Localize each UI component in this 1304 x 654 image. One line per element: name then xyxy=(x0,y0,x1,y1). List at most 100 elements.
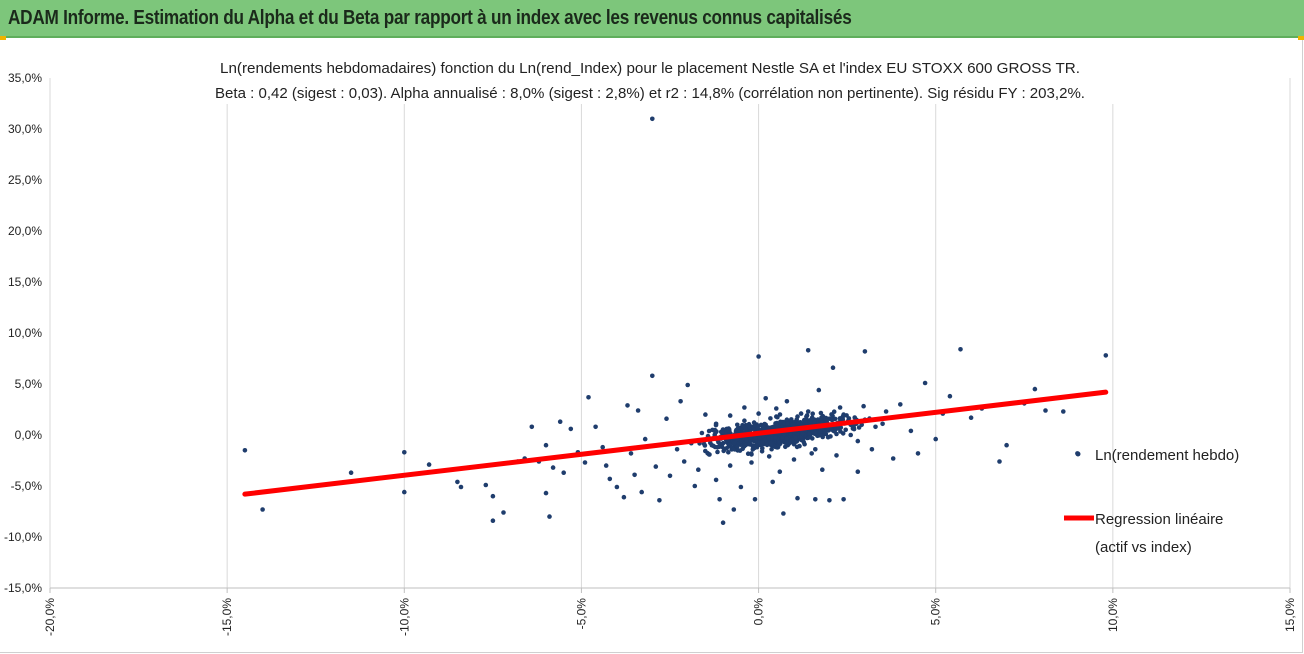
data-point xyxy=(727,413,733,418)
data-point xyxy=(804,414,809,419)
data-point xyxy=(883,409,889,414)
data-point xyxy=(726,428,732,433)
data-point xyxy=(635,408,641,413)
data-point xyxy=(788,431,793,437)
data-point xyxy=(703,412,708,417)
x-tick-label: -5,0% xyxy=(574,598,588,630)
data-point xyxy=(834,453,839,458)
data-point xyxy=(600,444,605,450)
data-point xyxy=(828,434,833,439)
data-point xyxy=(852,415,857,420)
data-point xyxy=(805,409,811,414)
data-point xyxy=(752,444,757,450)
data-point xyxy=(862,349,868,354)
data-point xyxy=(813,447,818,452)
data-point xyxy=(568,426,574,432)
data-point xyxy=(777,440,782,446)
data-point xyxy=(727,463,733,468)
data-point xyxy=(841,497,846,502)
data-point xyxy=(908,428,914,434)
data-point xyxy=(490,518,496,523)
data-point xyxy=(915,451,921,456)
data-point xyxy=(667,473,673,479)
chart-title-line1: Ln(rendements hebdomadaires) fonction du… xyxy=(220,60,1080,77)
chart-frame xyxy=(0,40,1303,653)
data-point xyxy=(830,365,836,371)
data-point xyxy=(707,452,712,457)
data-point xyxy=(784,440,789,445)
data-point xyxy=(501,510,506,515)
data-point xyxy=(783,444,788,450)
data-point xyxy=(810,416,815,421)
data-point xyxy=(738,484,744,490)
data-point xyxy=(709,442,715,448)
data-point xyxy=(701,441,707,447)
y-tick-label: -10,0% xyxy=(4,530,42,544)
data-point xyxy=(778,419,783,425)
data-point xyxy=(795,495,800,501)
legend-marker-scatter xyxy=(1075,451,1081,457)
data-point xyxy=(933,436,938,442)
data-point xyxy=(756,411,761,416)
data-point xyxy=(1103,353,1109,358)
data-point xyxy=(922,380,928,386)
data-point xyxy=(843,427,848,433)
data-point xyxy=(768,416,773,421)
x-tick-label: -10,0% xyxy=(397,598,411,636)
data-point xyxy=(731,507,737,512)
data-point xyxy=(793,435,798,441)
data-point xyxy=(348,470,354,476)
data-point xyxy=(715,445,720,450)
data-point xyxy=(706,428,712,434)
data-point xyxy=(557,419,563,425)
data-point xyxy=(777,412,783,417)
data-point xyxy=(816,387,822,393)
data-point xyxy=(722,446,727,452)
data-point xyxy=(720,430,726,435)
data-point xyxy=(770,479,775,485)
data-point xyxy=(717,497,722,502)
data-point xyxy=(742,418,747,424)
data-point xyxy=(674,447,680,452)
data-point xyxy=(550,465,556,470)
data-point xyxy=(727,442,732,447)
data-point xyxy=(890,456,896,461)
data-point xyxy=(603,463,609,468)
data-point xyxy=(844,413,849,418)
data-point xyxy=(794,439,799,444)
data-point xyxy=(801,439,806,445)
data-point xyxy=(766,454,772,459)
data-point xyxy=(547,514,552,519)
data-point xyxy=(743,426,748,432)
data-point xyxy=(720,520,726,525)
data-point xyxy=(685,382,690,388)
scatter-points xyxy=(242,116,1109,525)
data-point xyxy=(836,426,841,431)
data-point xyxy=(880,421,885,427)
data-point xyxy=(784,436,790,442)
data-point xyxy=(1043,408,1048,413)
data-point xyxy=(1004,442,1009,448)
data-point xyxy=(757,435,762,441)
data-point xyxy=(734,444,740,450)
data-point xyxy=(781,511,786,516)
data-point xyxy=(773,435,778,440)
data-point xyxy=(820,467,825,473)
data-point xyxy=(742,405,747,410)
data-point xyxy=(455,479,460,485)
data-point xyxy=(260,507,265,512)
data-point xyxy=(829,412,834,417)
data-point xyxy=(735,422,740,428)
header-banner: ADAM Informe. Estimation du Alpha et du … xyxy=(0,0,1304,38)
y-tick-labels: 35,0% 30,0% 25,0% 20,0% 15,0% 10,0% 5,0% 0,0% -5… xyxy=(4,71,42,595)
legend-label-scatter: Ln(rendement hebdo) xyxy=(1095,447,1239,464)
data-point xyxy=(851,425,856,430)
grid-lines xyxy=(49,78,1291,593)
data-point xyxy=(726,450,731,455)
data-point xyxy=(761,424,766,430)
y-tick-label: 20,0% xyxy=(8,224,42,238)
data-point xyxy=(968,415,974,421)
y-tick-label: -15,0% xyxy=(4,581,42,595)
y-tick-label: 35,0% xyxy=(8,71,42,85)
